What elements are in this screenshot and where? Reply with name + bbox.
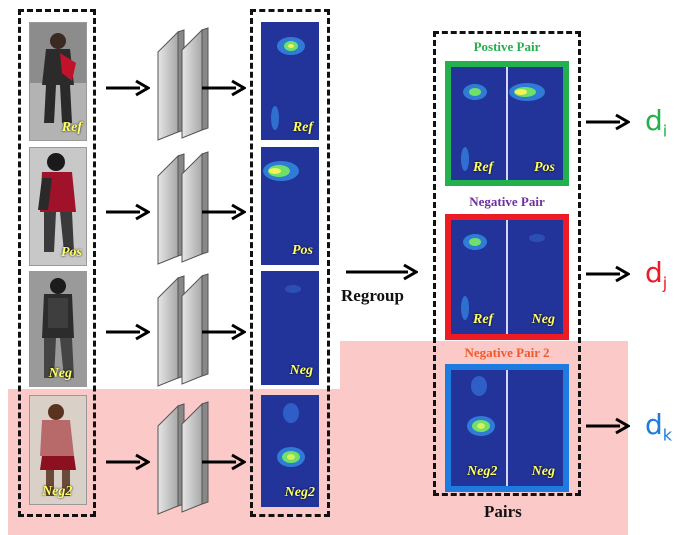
arrow-right-icon — [586, 265, 630, 283]
pair-title-negative: Negative Pair — [469, 194, 545, 209]
pair-left-label-negative-2: Neg2 — [467, 464, 498, 479]
pair-frame-negative: Ref Neg — [445, 214, 569, 340]
cnn-layers-icon — [157, 273, 209, 387]
person-photo-ref: Ref — [29, 22, 87, 141]
arrow-right-icon — [202, 453, 246, 471]
pair-left-label-negative: Ref — [473, 312, 494, 327]
heatmap-blob — [261, 395, 319, 507]
distance-symbol: d — [645, 104, 663, 137]
pair-left-label-positive: Ref — [473, 160, 494, 175]
cnn-layers-icon — [157, 401, 209, 515]
arrow-right-icon — [106, 203, 150, 221]
feature-map-column-box — [250, 9, 330, 517]
regroup-label: Regroup — [341, 286, 404, 305]
person-silhouette-neg — [30, 272, 86, 386]
input-column-box — [18, 9, 96, 517]
arrow-right-icon — [586, 113, 630, 131]
feature-map-neg: Neg — [261, 271, 319, 385]
pair-right-label-positive: Pos — [534, 160, 555, 175]
feature-map-label-neg: Neg — [289, 363, 313, 378]
arrow-right-icon — [106, 323, 150, 341]
heatmap-blob — [261, 147, 319, 265]
pairs-label: Pairs — [484, 502, 522, 521]
feature-map-label-ref: Ref — [292, 120, 313, 135]
pair-title-negative-2: Negative Pair 2 — [464, 345, 550, 360]
photo-label-neg2: Neg2 — [42, 484, 73, 499]
arrow-right-icon — [586, 417, 630, 435]
person-silhouette-neg2 — [30, 396, 86, 504]
cnn-layers-icon — [157, 27, 209, 141]
photo-label-ref: Ref — [61, 120, 82, 135]
pair-right-label-negative: Neg — [531, 312, 555, 327]
heatmap-blob — [261, 271, 319, 385]
photo-label-pos: Pos — [61, 245, 82, 260]
pair-frame-positive: Ref Pos — [445, 61, 569, 186]
feature-map-ref: Ref — [261, 22, 319, 140]
pair-title-positive: Postive Pair — [473, 39, 541, 54]
person-photo-neg2: Neg2 — [29, 395, 87, 505]
distance-subscript: i — [662, 121, 668, 141]
feature-map-label-pos: Pos — [292, 243, 313, 258]
distance-subscript: k — [662, 425, 673, 445]
feature-map-neg2: Neg2 — [261, 395, 319, 507]
distance-symbol: d — [645, 256, 663, 289]
cnn-layers-icon — [157, 151, 209, 265]
distance-di: di — [645, 104, 667, 141]
arrow-right-icon — [202, 323, 246, 341]
pair-right-label-negative-2: Neg — [531, 464, 555, 479]
pair-heatmaps-negative-2 — [451, 370, 563, 486]
arrow-right-icon — [202, 79, 246, 97]
arrow-right-icon — [106, 79, 150, 97]
person-silhouette-pos — [30, 148, 86, 265]
distance-dj: dj — [645, 256, 667, 293]
distance-dk: dk — [645, 408, 672, 445]
person-silhouette-ref — [30, 23, 86, 140]
arrow-right-icon — [202, 203, 246, 221]
regroup-arrow-icon — [346, 263, 418, 281]
pair-frame-negative-2: Neg2 Neg — [445, 364, 569, 492]
distance-subscript: j — [662, 273, 668, 293]
arrow-right-icon — [106, 453, 150, 471]
pair-heatmaps-positive — [451, 67, 563, 180]
heatmap-blob — [261, 22, 319, 140]
person-photo-neg: Neg — [29, 271, 87, 387]
distance-symbol: d — [645, 408, 663, 441]
photo-label-neg: Neg — [48, 366, 72, 381]
pair-heatmaps-negative — [451, 220, 563, 334]
feature-map-label-neg2: Neg2 — [284, 485, 315, 500]
feature-map-pos: Pos — [261, 147, 319, 265]
pairs-column-box — [433, 31, 581, 496]
person-photo-pos: Pos — [29, 147, 87, 266]
